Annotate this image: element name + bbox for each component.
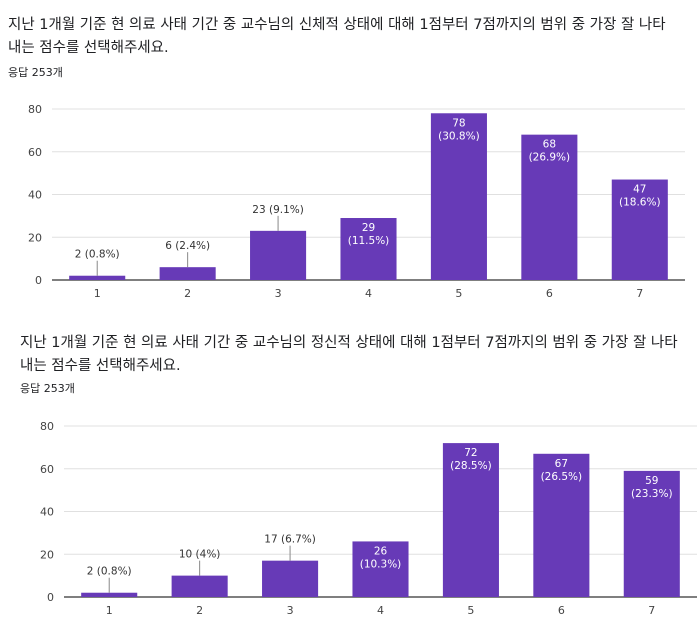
data-label: 29 [362, 222, 375, 234]
data-label-percent: (11.5%) [348, 235, 390, 247]
chart-panel-physical: 지난 1개월 기준 현 의료 사태 기간 중 교수님의 신체적 상태에 대해 1… [0, 0, 700, 310]
x-tick-label: 4 [377, 604, 384, 617]
data-label: 2 (0.8%) [75, 249, 120, 261]
data-label: 59 [645, 475, 658, 487]
bar [352, 541, 409, 597]
y-tick-label: 40 [28, 189, 42, 202]
question-title: 지난 1개월 기준 현 의료 사태 기간 중 교수님의 신체적 상태에 대해 1… [8, 17, 666, 56]
bar [262, 560, 319, 597]
data-label: 6 (2.4%) [165, 240, 210, 252]
chart-panel-mental: 지난 1개월 기준 현 의료 사태 기간 중 교수님의 정신적 상태에 대해 1… [0, 318, 700, 627]
x-tick-label: 1 [94, 287, 101, 300]
question-title: 지난 1개월 기준 현 의료 사태 기간 중 교수님의 정신적 상태에 대해 1… [20, 335, 678, 374]
bar-chart: 0 20 40 60 80 1 2 (0.8%) 2 6 (2.4%) 3 23 (9.1%) 4 29… [28, 103, 685, 300]
x-tick-label: 2 [184, 287, 191, 300]
bar [521, 134, 578, 280]
bar [159, 267, 216, 280]
x-tick-label: 3 [275, 287, 282, 300]
x-tick-label: 2 [196, 604, 203, 617]
data-label-percent: (30.8%) [438, 130, 480, 142]
bar [81, 592, 138, 597]
x-tick-label: 6 [546, 287, 553, 300]
data-label: 10 (4%) [179, 549, 221, 561]
data-label-percent: (26.9%) [529, 152, 571, 164]
bar [430, 113, 487, 281]
data-label: 68 [543, 139, 556, 151]
x-tick-label: 1 [106, 604, 113, 617]
bar [611, 179, 668, 280]
data-label: 26 [374, 545, 388, 557]
bar [623, 470, 680, 597]
data-label: 78 [452, 117, 465, 129]
bar [171, 575, 228, 597]
data-label-percent: (23.3%) [631, 488, 673, 500]
bar [533, 453, 590, 597]
data-label: 67 [555, 458, 568, 470]
x-tick-label: 7 [636, 287, 643, 300]
data-label-percent: (18.6%) [619, 197, 661, 209]
data-label: 72 [464, 447, 477, 459]
data-label: 2 (0.8%) [87, 566, 132, 578]
response-count: 응답 253개 [8, 66, 63, 79]
data-label-percent: (26.5%) [541, 471, 583, 483]
y-tick-label: 60 [40, 463, 54, 476]
bar [442, 443, 499, 597]
data-label-percent: (28.5%) [450, 460, 492, 472]
x-tick-label: 5 [455, 287, 462, 300]
data-label-percent: (10.3%) [360, 558, 402, 570]
bar [250, 230, 307, 280]
x-tick-label: 5 [467, 604, 474, 617]
y-tick-label: 20 [28, 231, 42, 244]
data-label: 17 (6.7%) [264, 534, 316, 546]
y-tick-label: 60 [28, 146, 42, 159]
y-tick-label: 20 [40, 548, 54, 561]
y-tick-label: 80 [28, 103, 42, 116]
response-count: 응답 253개 [20, 382, 75, 395]
x-tick-label: 6 [558, 604, 565, 617]
y-tick-label: 80 [40, 420, 54, 433]
bar [69, 275, 126, 280]
x-tick-label: 7 [648, 604, 655, 617]
data-label: 47 [633, 184, 646, 196]
y-tick-label: 0 [35, 274, 42, 287]
x-tick-label: 4 [365, 287, 372, 300]
data-label: 23 (9.1%) [252, 204, 304, 216]
y-tick-label: 40 [40, 506, 54, 519]
bar [340, 218, 397, 280]
x-tick-label: 3 [287, 604, 294, 617]
y-tick-label: 0 [47, 591, 54, 604]
